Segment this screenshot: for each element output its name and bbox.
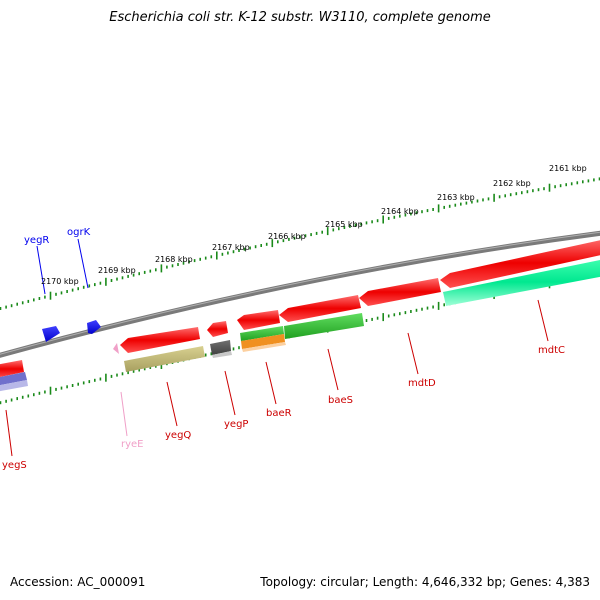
gene-ryeE-feature[interactable] — [113, 343, 119, 354]
gene-yegS-feature[interactable] — [0, 360, 28, 392]
accession-value: AC_000091 — [77, 575, 146, 589]
gene-label-yegR[interactable]: yegR — [24, 235, 49, 246]
gene-mdtD-feature[interactable] — [359, 278, 441, 306]
gene-label-yegS[interactable]: yegS — [2, 460, 27, 471]
scale-tick-label: 2161 kbp — [549, 164, 587, 173]
scale-tick-label: 2167 kbp — [212, 243, 250, 252]
gene-mdtC-feature[interactable] — [440, 238, 600, 306]
scale-tick-label: 2162 kbp — [493, 179, 531, 188]
scale-tick-label: 2169 kbp — [98, 266, 136, 275]
scale-tick-label: 2170 kbp — [41, 277, 79, 286]
length-label: Length: — [372, 575, 419, 589]
upper-scale — [0, 177, 600, 310]
gene-leader-lines — [5, 238, 549, 457]
gene-ogrK-feature[interactable] — [87, 320, 101, 334]
genes-count-label: Genes: — [509, 575, 552, 589]
gene-label-ryeE[interactable]: ryeE — [121, 439, 144, 450]
genome-backbone-highlight — [0, 231, 600, 355]
genome-backbone — [0, 230, 600, 358]
scale-tick-label: 2164 kbp — [381, 207, 419, 216]
gene-yegR-feature[interactable] — [42, 326, 60, 342]
gene-label-baeR[interactable]: baeR — [266, 408, 292, 419]
gene-yegP-feature[interactable] — [207, 321, 232, 358]
topology-value: circular — [320, 575, 365, 589]
gene-label-mdtD[interactable]: mdtD — [408, 378, 436, 389]
gene-label-yegQ[interactable]: yegQ — [165, 430, 191, 441]
gene-baeR-feature[interactable] — [237, 310, 286, 352]
scale-tick-label: 2166 kbp — [268, 232, 306, 241]
accession-label: Accession: — [10, 575, 74, 589]
scale-tick-label: 2163 kbp — [437, 193, 475, 202]
gene-yegQ-feature[interactable] — [120, 327, 205, 372]
gene-baeS-feature[interactable] — [279, 295, 364, 339]
topology-label: Topology: — [260, 575, 317, 589]
gene-label-mdtC[interactable]: mdtC — [538, 345, 565, 356]
gene-label-baeS[interactable]: baeS — [328, 395, 353, 406]
gene-label-yegP[interactable]: yegP — [224, 419, 248, 430]
genome-title: Escherichia coli str. K-12 substr. W3110… — [109, 10, 491, 25]
scale-tick-label: 2165 kbp — [325, 220, 363, 229]
scale-tick-label: 2168 kbp — [155, 255, 193, 264]
genome-stats: Topology: circular; Length: 4,646,332 bp… — [260, 575, 590, 589]
accession-info: Accession: AC_000091 — [10, 575, 145, 589]
length-value: 4,646,332 bp — [421, 575, 502, 589]
gene-label-ogrK[interactable]: ogrK — [67, 227, 91, 238]
genes-count-value: 4,383 — [555, 575, 590, 589]
